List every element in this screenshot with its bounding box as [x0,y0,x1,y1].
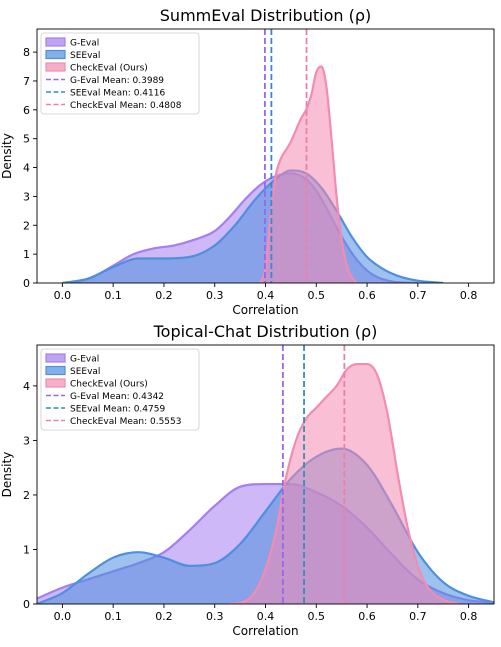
chart-title: SummEval Distribution (ρ) [160,6,371,25]
legend-label: SEEval Mean: 0.4759 [70,405,165,415]
legend-label: SEEval [70,367,100,377]
legend-label: SEEval Mean: 0.4116 [70,89,165,99]
y-axis-label: Density [0,452,14,498]
x-tick-label: 0.2 [155,610,173,623]
legend-label: G-Eval Mean: 0.4342 [70,392,164,402]
x-tick-label: 0.4 [257,610,275,623]
y-tick-label: 4 [23,380,30,393]
chart-title: Topical-Chat Distribution (ρ) [153,322,378,341]
x-tick-label: 0.8 [460,610,478,623]
legend-swatch-3 [45,378,66,388]
legend-label: G-Eval [70,355,99,365]
legend: G-Eval SEEval CheckEval (Ours) G-Eval Mean:… [40,32,200,115]
legend-label: G-Eval [70,39,99,49]
x-tick-label: 0.1 [104,289,122,302]
x-tick-label: 0.6 [358,289,376,302]
x-tick-label: 0.8 [460,289,478,302]
chart-panel-1: SummEval Distribution (ρ) 0.0 0.1 0.2 0.3 0.4… [0,6,495,317]
x-tick-label: 0.5 [308,610,326,623]
legend-box [40,348,200,431]
legend-swatch-2 [45,365,66,376]
chart-panel-2: Topical-Chat Distribution (ρ) 0.0 0.1 0.2 0.… [0,322,495,638]
legend: G-Eval SEEval CheckEval (Ours) G-Eval Mean:… [40,348,200,431]
x-tick-label: 0.5 [308,289,326,302]
y-axis-label: Density [0,133,14,179]
legend-swatch-3 [45,62,66,72]
x-tick-label: 0.7 [409,289,427,302]
y-tick-label: 2 [23,489,30,502]
legend-label: CheckEval (Ours) [70,380,148,390]
x-tick-label: 0.6 [358,610,376,623]
x-axis-label: Correlation [232,624,298,638]
series-line-3 [229,362,459,604]
legend-label: CheckEval Mean: 0.5553 [70,417,181,427]
y-tick-label: 1 [23,248,30,261]
y-tick-label: 5 [23,133,30,146]
legend-label: G-Eval Mean: 0.3989 [70,76,164,86]
legend-label: SEEval [70,51,100,61]
legend-swatch-2 [45,49,66,60]
y-tick-label: 3 [23,434,30,447]
x-tick-label: 0.1 [104,610,122,623]
y-tick-label: 8 [23,46,30,59]
y-tick-label: 0 [23,277,30,290]
x-tick-label: 0.3 [206,610,224,623]
y-tick-label: 4 [23,162,30,175]
x-tick-label: 0.0 [54,610,72,623]
x-axis-label: Correlation [232,303,298,317]
y-tick-label: 7 [23,75,30,88]
x-tick-label: 0.4 [257,289,275,302]
x-tick-label: 0.0 [54,289,72,302]
x-tick-label: 0.7 [409,610,427,623]
legend-label: CheckEval (Ours) [70,64,148,74]
y-tick-label: 2 [23,219,30,232]
x-tick-label: 0.3 [206,289,224,302]
legend-label: CheckEval Mean: 0.4808 [70,101,182,111]
y-tick-label: 3 [23,190,30,203]
x-tick-label: 0.2 [155,289,173,302]
legend-swatch-1 [45,37,66,47]
series-line-3 [259,65,358,283]
plot-area [62,65,444,283]
y-tick-label: 6 [23,104,30,117]
legend-swatch-1 [45,353,66,363]
series-line-2 [37,447,494,604]
legend-box [40,32,200,115]
series-area-3 [260,66,357,283]
y-tick-label: 0 [23,598,30,611]
y-tick-label: 1 [23,543,30,556]
series-area-2 [62,170,444,283]
